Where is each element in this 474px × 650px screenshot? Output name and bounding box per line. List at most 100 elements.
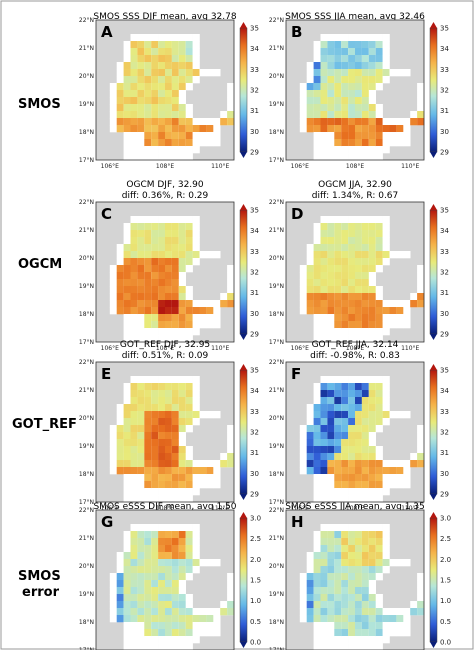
data-cell bbox=[306, 439, 314, 447]
sea-cell bbox=[109, 467, 117, 475]
sea-cell bbox=[382, 139, 390, 147]
data-cell bbox=[123, 125, 131, 133]
data-cell bbox=[171, 481, 180, 489]
sea-cell bbox=[313, 223, 321, 231]
data-cell bbox=[144, 446, 152, 454]
data-cell bbox=[130, 223, 138, 231]
data-cell bbox=[410, 118, 418, 126]
sea-cell bbox=[130, 643, 138, 650]
data-cell bbox=[144, 41, 152, 49]
data-cell bbox=[158, 307, 166, 315]
data-cell bbox=[171, 90, 180, 98]
sea-cell bbox=[206, 118, 214, 126]
panel-H-colorbar-min-arrow bbox=[430, 642, 437, 648]
data-cell bbox=[410, 608, 418, 616]
sea-cell bbox=[313, 545, 321, 553]
data-cell bbox=[116, 573, 124, 581]
data-cell bbox=[368, 418, 376, 426]
data-cell bbox=[334, 272, 342, 280]
data-cell bbox=[116, 425, 124, 433]
data-cell bbox=[165, 622, 173, 630]
data-cell bbox=[313, 300, 321, 308]
sea-cell bbox=[185, 573, 193, 581]
data-cell bbox=[151, 321, 159, 329]
data-cell bbox=[341, 48, 349, 56]
data-cell bbox=[334, 446, 342, 454]
sea-cell bbox=[320, 153, 328, 161]
panel-E-xtick: 110°E bbox=[211, 505, 229, 512]
data-cell bbox=[144, 62, 152, 70]
data-cell bbox=[355, 411, 363, 419]
panel-H: SMOS eSSS JJA mean, avg 1.35H17°N18°N19°… bbox=[269, 502, 451, 650]
data-cell bbox=[137, 460, 145, 468]
data-cell bbox=[355, 132, 363, 140]
data-cell bbox=[171, 446, 180, 454]
data-cell bbox=[144, 545, 152, 553]
sea-cell bbox=[144, 524, 152, 532]
sea-cell bbox=[109, 573, 117, 581]
data-cell bbox=[355, 237, 363, 245]
data-cell bbox=[137, 251, 145, 259]
data-cell bbox=[185, 418, 193, 426]
data-cell bbox=[171, 538, 180, 546]
data-cell bbox=[355, 118, 363, 126]
sea-cell bbox=[348, 153, 356, 161]
data-cell bbox=[116, 286, 124, 294]
data-cell bbox=[341, 460, 349, 468]
data-cell bbox=[355, 622, 363, 630]
data-cell bbox=[389, 467, 397, 475]
data-cell bbox=[361, 538, 370, 546]
sea-cell bbox=[299, 615, 307, 623]
sea-cell bbox=[185, 594, 193, 602]
sea-cell bbox=[109, 118, 117, 126]
sea-cell bbox=[299, 118, 307, 126]
data-cell bbox=[151, 390, 159, 398]
data-cell bbox=[144, 587, 152, 595]
data-cell bbox=[185, 474, 193, 482]
data-cell bbox=[137, 580, 145, 588]
data-cell bbox=[355, 587, 363, 595]
data-cell bbox=[334, 258, 342, 266]
data-cell bbox=[327, 223, 335, 231]
sea-cell bbox=[320, 481, 328, 489]
data-cell bbox=[348, 446, 356, 454]
data-cell bbox=[158, 286, 166, 294]
data-cell bbox=[151, 397, 159, 405]
data-cell bbox=[123, 118, 131, 126]
sea-cell bbox=[109, 439, 117, 447]
data-cell bbox=[334, 531, 342, 539]
data-cell bbox=[334, 587, 342, 595]
panel-A-colorbar bbox=[239, 27, 248, 153]
panel-A-ytick: 19°N bbox=[79, 101, 94, 108]
panel-B-ytick: 17°N bbox=[269, 157, 284, 164]
sea-cell bbox=[313, 383, 321, 391]
data-cell bbox=[382, 467, 390, 475]
panel-E-xtick: 106°E bbox=[101, 505, 119, 512]
sea-cell bbox=[403, 125, 411, 133]
data-cell bbox=[158, 587, 166, 595]
data-cell bbox=[144, 104, 152, 112]
sea-cell bbox=[199, 629, 207, 637]
data-cell bbox=[361, 132, 370, 140]
data-cell bbox=[185, 390, 193, 398]
data-cell bbox=[327, 69, 335, 77]
data-cell bbox=[320, 118, 328, 126]
data-cell bbox=[130, 580, 138, 588]
data-cell bbox=[306, 300, 314, 308]
data-cell bbox=[368, 390, 376, 398]
sea-cell bbox=[199, 139, 207, 147]
data-cell bbox=[396, 615, 404, 623]
sea-cell bbox=[116, 559, 124, 567]
data-cell bbox=[199, 615, 207, 623]
data-cell bbox=[355, 390, 363, 398]
sea-cell bbox=[192, 62, 200, 70]
data-cell bbox=[123, 411, 131, 419]
data-cell bbox=[334, 397, 342, 405]
sea-cell bbox=[368, 335, 376, 343]
data-cell bbox=[348, 48, 356, 56]
sea-cell bbox=[396, 139, 404, 147]
data-cell bbox=[158, 279, 166, 287]
panel-B-xtick: 110°E bbox=[401, 163, 419, 170]
data-cell bbox=[320, 293, 328, 301]
sea-cell bbox=[327, 495, 335, 503]
